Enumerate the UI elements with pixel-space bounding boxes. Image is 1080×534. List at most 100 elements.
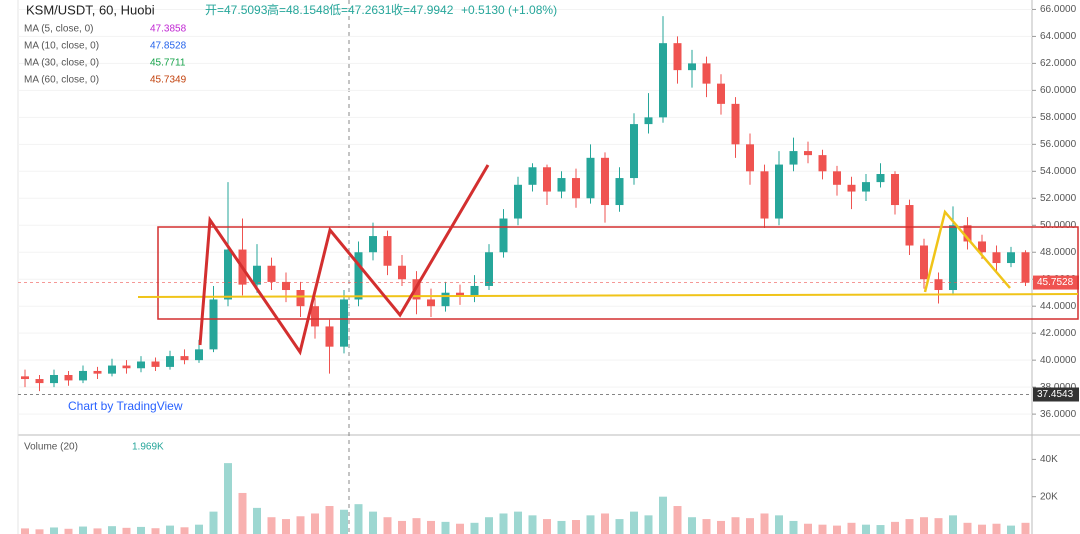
- candle-body: [891, 174, 899, 206]
- ohlc-label: 低=47.2631: [329, 3, 392, 17]
- candle-body: [688, 63, 696, 71]
- candle-body: [485, 252, 493, 286]
- volume-bar: [398, 520, 406, 534]
- volume-bar: [1007, 525, 1015, 534]
- volume-bar: [528, 515, 537, 534]
- candle-body: [543, 167, 551, 192]
- volume-bar: [209, 511, 218, 534]
- candle-body: [731, 103, 740, 145]
- volume-bar: [789, 520, 798, 534]
- volume-bar: [325, 506, 334, 534]
- change-label: +0.5130 (+1.08%): [461, 3, 557, 17]
- candle-body: [354, 252, 363, 300]
- candle-body: [398, 265, 406, 280]
- candle-body: [804, 151, 812, 156]
- volume-bar: [1021, 522, 1030, 534]
- candle-body: [456, 292, 464, 296]
- candle-body: [659, 43, 667, 118]
- volume-bar: [992, 523, 1001, 534]
- candle-body: [978, 241, 986, 253]
- volume-bar: [108, 526, 116, 534]
- candle-body: [267, 265, 276, 282]
- ohlc-label: 高=48.1548: [267, 2, 330, 17]
- candle-body: [833, 171, 841, 185]
- volume-bar: [427, 520, 435, 534]
- candle-body: [514, 184, 522, 219]
- indicator-value: 45.7711: [150, 58, 186, 69]
- candle-body: [296, 290, 305, 307]
- volume-bar: [21, 528, 29, 534]
- candle-body: [282, 281, 290, 291]
- volume-bar: [543, 519, 551, 534]
- volume-bar: [79, 526, 87, 534]
- price-tag: [1033, 275, 1079, 290]
- volume-bar: [688, 517, 696, 534]
- volume-bar: [949, 515, 957, 534]
- indicator-value: 47.3858: [150, 24, 187, 35]
- candle-body: [499, 218, 508, 253]
- candle-body: [717, 83, 725, 104]
- candle-body: [615, 178, 624, 206]
- candle-body: [818, 155, 827, 172]
- volume-bar: [746, 518, 754, 534]
- candle-body: [949, 225, 957, 291]
- volume-bar: [586, 515, 595, 534]
- candle-body: [746, 144, 754, 172]
- y-tick-label: 42.0000: [1040, 328, 1077, 339]
- candle-body: [862, 182, 870, 192]
- volume-bar: [238, 492, 247, 534]
- candle-body: [760, 171, 769, 219]
- y-tick-label: 36.0000: [1040, 409, 1077, 420]
- candle-body: [702, 63, 711, 84]
- volume-bar: [224, 463, 232, 534]
- volume-bar: [137, 526, 145, 534]
- volume-bar: [572, 520, 580, 534]
- volume-bar: [195, 524, 203, 534]
- volume-bar: [876, 525, 885, 534]
- drawings: [137, 164, 1079, 356]
- volume-bar: [180, 527, 189, 534]
- volume-bar: [905, 519, 914, 534]
- candle-body: [224, 249, 232, 300]
- candle-body: [630, 124, 638, 179]
- candle-body: [934, 279, 943, 291]
- volume-title: Volume (20): [24, 442, 78, 453]
- indicator-value: 45.7349: [150, 75, 187, 86]
- y-tick-label: 58.0000: [1040, 112, 1077, 123]
- indicator-name: MA (5, close, 0): [24, 24, 93, 35]
- volume-bar: [369, 511, 377, 534]
- candle-body: [122, 365, 131, 369]
- chart-title: KSM/USDT, 60, Huobi: [26, 2, 155, 17]
- candle-body: [427, 299, 435, 307]
- candle-body: [673, 43, 682, 71]
- volume-bar: [50, 527, 58, 534]
- volume-bar: [441, 521, 450, 534]
- volume-bar: [847, 522, 856, 534]
- price-tag: [1033, 387, 1079, 402]
- candle-body: [108, 365, 116, 374]
- volume-bar: [818, 524, 827, 534]
- y-tick-label: 38.0000: [1040, 382, 1077, 393]
- volume-bar: [963, 522, 972, 534]
- volume-bar: [673, 506, 682, 534]
- y-tick-label: 52.0000: [1040, 193, 1077, 204]
- candle-body: [209, 299, 218, 350]
- candle-body: [905, 205, 914, 246]
- volume-bar: [282, 519, 290, 534]
- candle-body: [340, 299, 348, 347]
- candle-body: [920, 245, 928, 280]
- candle-body: [963, 225, 972, 242]
- candle-body: [572, 178, 580, 199]
- candle-body: [151, 361, 160, 367]
- price-tag-label: 45.7528: [1037, 277, 1074, 288]
- candle-body: [1007, 252, 1015, 264]
- candle-body: [847, 184, 856, 192]
- volume-bar: [122, 527, 131, 534]
- support-line: [137, 293, 1079, 298]
- y-tick-label: 44.0000: [1040, 301, 1077, 312]
- volume-bar: [717, 520, 725, 534]
- volume-bar: [934, 518, 943, 534]
- candle-body: [876, 174, 885, 183]
- volume-bar: [920, 517, 928, 534]
